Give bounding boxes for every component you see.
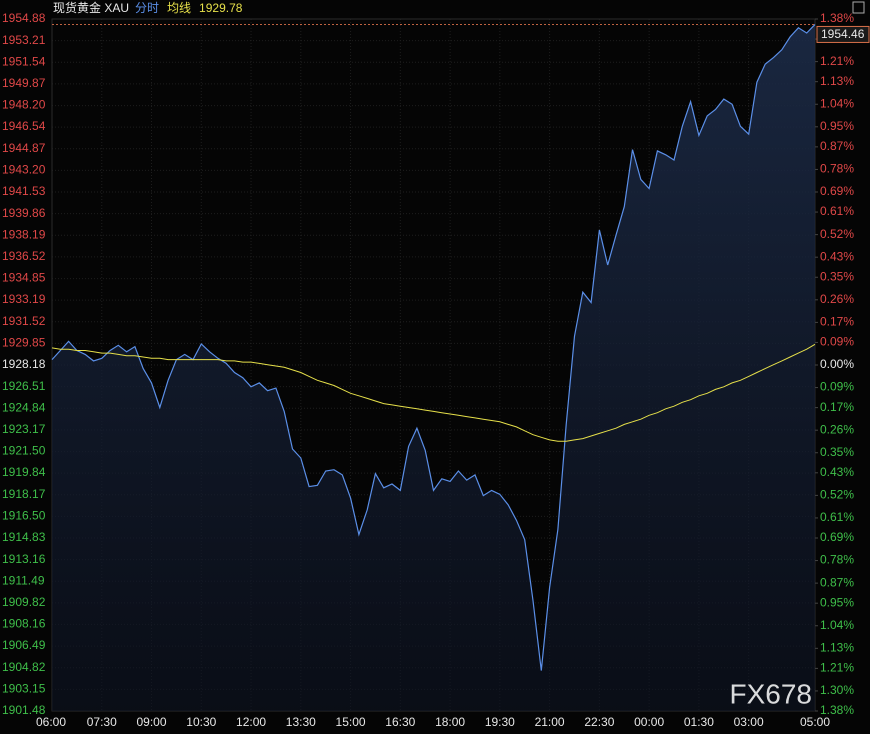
price-area	[52, 24, 815, 711]
labels: 1954.88 1953.21 1951.54 1949.87 1948.20 1946.…	[2, 11, 870, 729]
x-tick-label: 09:00	[137, 715, 167, 729]
y2-tick-label: 0.95%	[820, 595, 854, 609]
x-tick-label: 05:00	[800, 715, 830, 729]
y-tick-label: 1929.85	[2, 336, 46, 350]
y-tick-label: 1923.17	[2, 422, 46, 436]
x-tick-label: 22:30	[584, 715, 614, 729]
y2-tick-label: 0.78%	[820, 162, 854, 176]
y-tick-label: 1908.16	[2, 617, 46, 631]
y-tick-label: 1913.16	[2, 552, 46, 566]
x-tick-label: 16:30	[385, 715, 415, 729]
y-tick-label: 1946.54	[2, 119, 46, 133]
average-value: 1929.78	[199, 1, 243, 15]
y2-tick-label: 1.13%	[820, 640, 854, 654]
plot	[51, 23, 816, 711]
x-tick-label: 21:00	[535, 715, 565, 729]
y-tick-label: 1916.50	[2, 509, 46, 523]
y-tick-label: 1906.49	[2, 638, 46, 652]
watermark: FX678	[730, 678, 813, 709]
x-tick-label: 13:30	[286, 715, 316, 729]
y-tick-label: 1943.20	[2, 163, 46, 177]
y2-tick-label: 0.69%	[820, 184, 854, 198]
y2-tick-label: 1.04%	[820, 96, 854, 110]
y2-tick-label: 0.52%	[820, 488, 854, 502]
chart-title: 现货黄金 XAU	[53, 0, 129, 15]
y2-tick-label: 1.38%	[820, 703, 854, 717]
y2-tick-label: 1.30%	[820, 683, 854, 697]
y-tick-label: 1926.51	[2, 379, 46, 393]
legend-entry: 分时	[135, 1, 159, 15]
x-tick-label: 10:30	[186, 715, 216, 729]
y-tick-label: 1954.88	[2, 11, 46, 25]
y2-tick-label: 1.21%	[820, 661, 854, 675]
y2-tick-label: 0.17%	[820, 400, 854, 414]
y2-tick-label: 0.43%	[820, 465, 854, 479]
y2-tick-label: 0.69%	[820, 530, 854, 544]
last-price-label: 1954.46	[821, 27, 865, 41]
y-tick-label: 1904.82	[2, 660, 46, 674]
y2-tick-label: 1.04%	[820, 618, 854, 632]
y-tick-label: 1934.85	[2, 271, 46, 285]
average-line	[51, 343, 816, 442]
x-tick-label: 07:30	[87, 715, 117, 729]
y2-tick-label: 0.43%	[820, 249, 854, 263]
y-tick-label: 1951.54	[2, 54, 46, 68]
y2-tick-label: 0.17%	[820, 315, 854, 329]
y2-tick-label: 0.78%	[820, 553, 854, 567]
x-tick-label: 18:00	[435, 715, 465, 729]
y2-tick-label: 1.21%	[820, 54, 854, 68]
y-tick-label: 1948.20	[2, 98, 46, 112]
x-tick-label: 00:00	[634, 715, 664, 729]
y-tick-label: 1931.52	[2, 314, 46, 328]
y2-tick-label: 0.95%	[820, 119, 854, 133]
y-tick-label: 1933.19	[2, 292, 46, 306]
y-tick-label: 1944.87	[2, 141, 46, 155]
y-tick-label: 1941.53	[2, 184, 46, 198]
x-tick-label: 03:00	[734, 715, 764, 729]
y-tick-label: 1901.48	[2, 703, 46, 717]
x-tick-label: 12:00	[236, 715, 266, 729]
y-tick-label: 1914.83	[2, 530, 46, 544]
y2-tick-label: 0.61%	[820, 510, 854, 524]
y-tick-label: 1938.19	[2, 227, 46, 241]
toggle-icon[interactable]	[852, 1, 865, 14]
y-tick-label: 1919.84	[2, 465, 46, 479]
x-tick-label: 01:30	[684, 715, 714, 729]
price-line	[51, 23, 816, 671]
y-tick-label: 1953.21	[2, 33, 46, 47]
y2-tick-label: 0.26%	[820, 422, 854, 436]
y2-tick-label: 0.09%	[820, 380, 854, 394]
y2-tick-label: 0.00%	[820, 357, 854, 371]
x-tick-label: 06:00	[36, 715, 66, 729]
y2-tick-label: 1.13%	[820, 74, 854, 88]
y2-tick-label: 0.35%	[820, 269, 854, 283]
y-tick-label: 1911.49	[2, 573, 45, 587]
y-tick-label: 1903.15	[2, 682, 46, 696]
y2-tick-label: 0.61%	[820, 204, 854, 218]
y-tick-label: 1949.87	[2, 76, 46, 90]
y-tick-label: 1918.17	[2, 487, 46, 501]
y2-tick-label: 0.87%	[820, 139, 854, 153]
y-tick-label: 1936.52	[2, 249, 46, 263]
last-price-box	[816, 25, 870, 43]
y2-tick-label: 0.09%	[820, 335, 854, 349]
y2-tick-label: 0.52%	[820, 227, 854, 241]
x-tick-label: 19:30	[485, 715, 515, 729]
y2-tick-label: 0.26%	[820, 292, 854, 306]
y-tick-label: 1909.82	[2, 595, 46, 609]
y-tick-label: 1939.86	[2, 206, 46, 220]
y2-tick-label: 0.35%	[820, 445, 854, 459]
y2-tick-label: 1.38%	[820, 11, 854, 25]
y-tick-label: 1928.18	[2, 357, 46, 371]
x-tick-label: 15:00	[336, 715, 366, 729]
y2-tick-label: 0.87%	[820, 575, 854, 589]
legend-entry: 均线	[167, 1, 191, 15]
y-tick-label: 1921.50	[2, 444, 46, 458]
y-tick-label: 1924.84	[2, 400, 46, 414]
